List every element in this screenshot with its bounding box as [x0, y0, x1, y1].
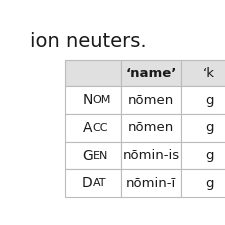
Text: N: N — [83, 93, 93, 107]
Bar — [181, 114, 225, 142]
Bar — [181, 86, 225, 114]
Text: g: g — [205, 149, 213, 162]
Bar — [181, 60, 225, 86]
Text: nōmin-is: nōmin-is — [122, 149, 180, 162]
Bar — [121, 142, 181, 169]
Text: g: g — [205, 121, 213, 134]
Text: nōmin-ī: nōmin-ī — [126, 177, 176, 190]
Text: EN: EN — [93, 151, 108, 161]
Bar — [65, 169, 121, 197]
Text: ion neuters.: ion neuters. — [30, 32, 147, 51]
Bar — [65, 86, 121, 114]
Bar — [65, 114, 121, 142]
Text: OM: OM — [93, 95, 111, 105]
Bar — [121, 86, 181, 114]
Bar — [65, 60, 121, 86]
Text: ‘k: ‘k — [203, 67, 215, 80]
Text: nōmen: nōmen — [128, 94, 174, 107]
Bar — [181, 142, 225, 169]
Text: A: A — [83, 121, 93, 135]
Text: CC: CC — [93, 123, 108, 133]
Text: D: D — [82, 176, 93, 190]
Text: AT: AT — [93, 178, 106, 188]
Bar — [181, 169, 225, 197]
Text: g: g — [205, 94, 213, 107]
Bar — [65, 142, 121, 169]
Bar — [121, 169, 181, 197]
Text: nōmen: nōmen — [128, 121, 174, 134]
Bar — [121, 114, 181, 142]
Text: ‘name’: ‘name’ — [125, 67, 177, 80]
Bar — [121, 60, 181, 86]
Text: g: g — [205, 177, 213, 190]
Text: G: G — [82, 148, 93, 163]
